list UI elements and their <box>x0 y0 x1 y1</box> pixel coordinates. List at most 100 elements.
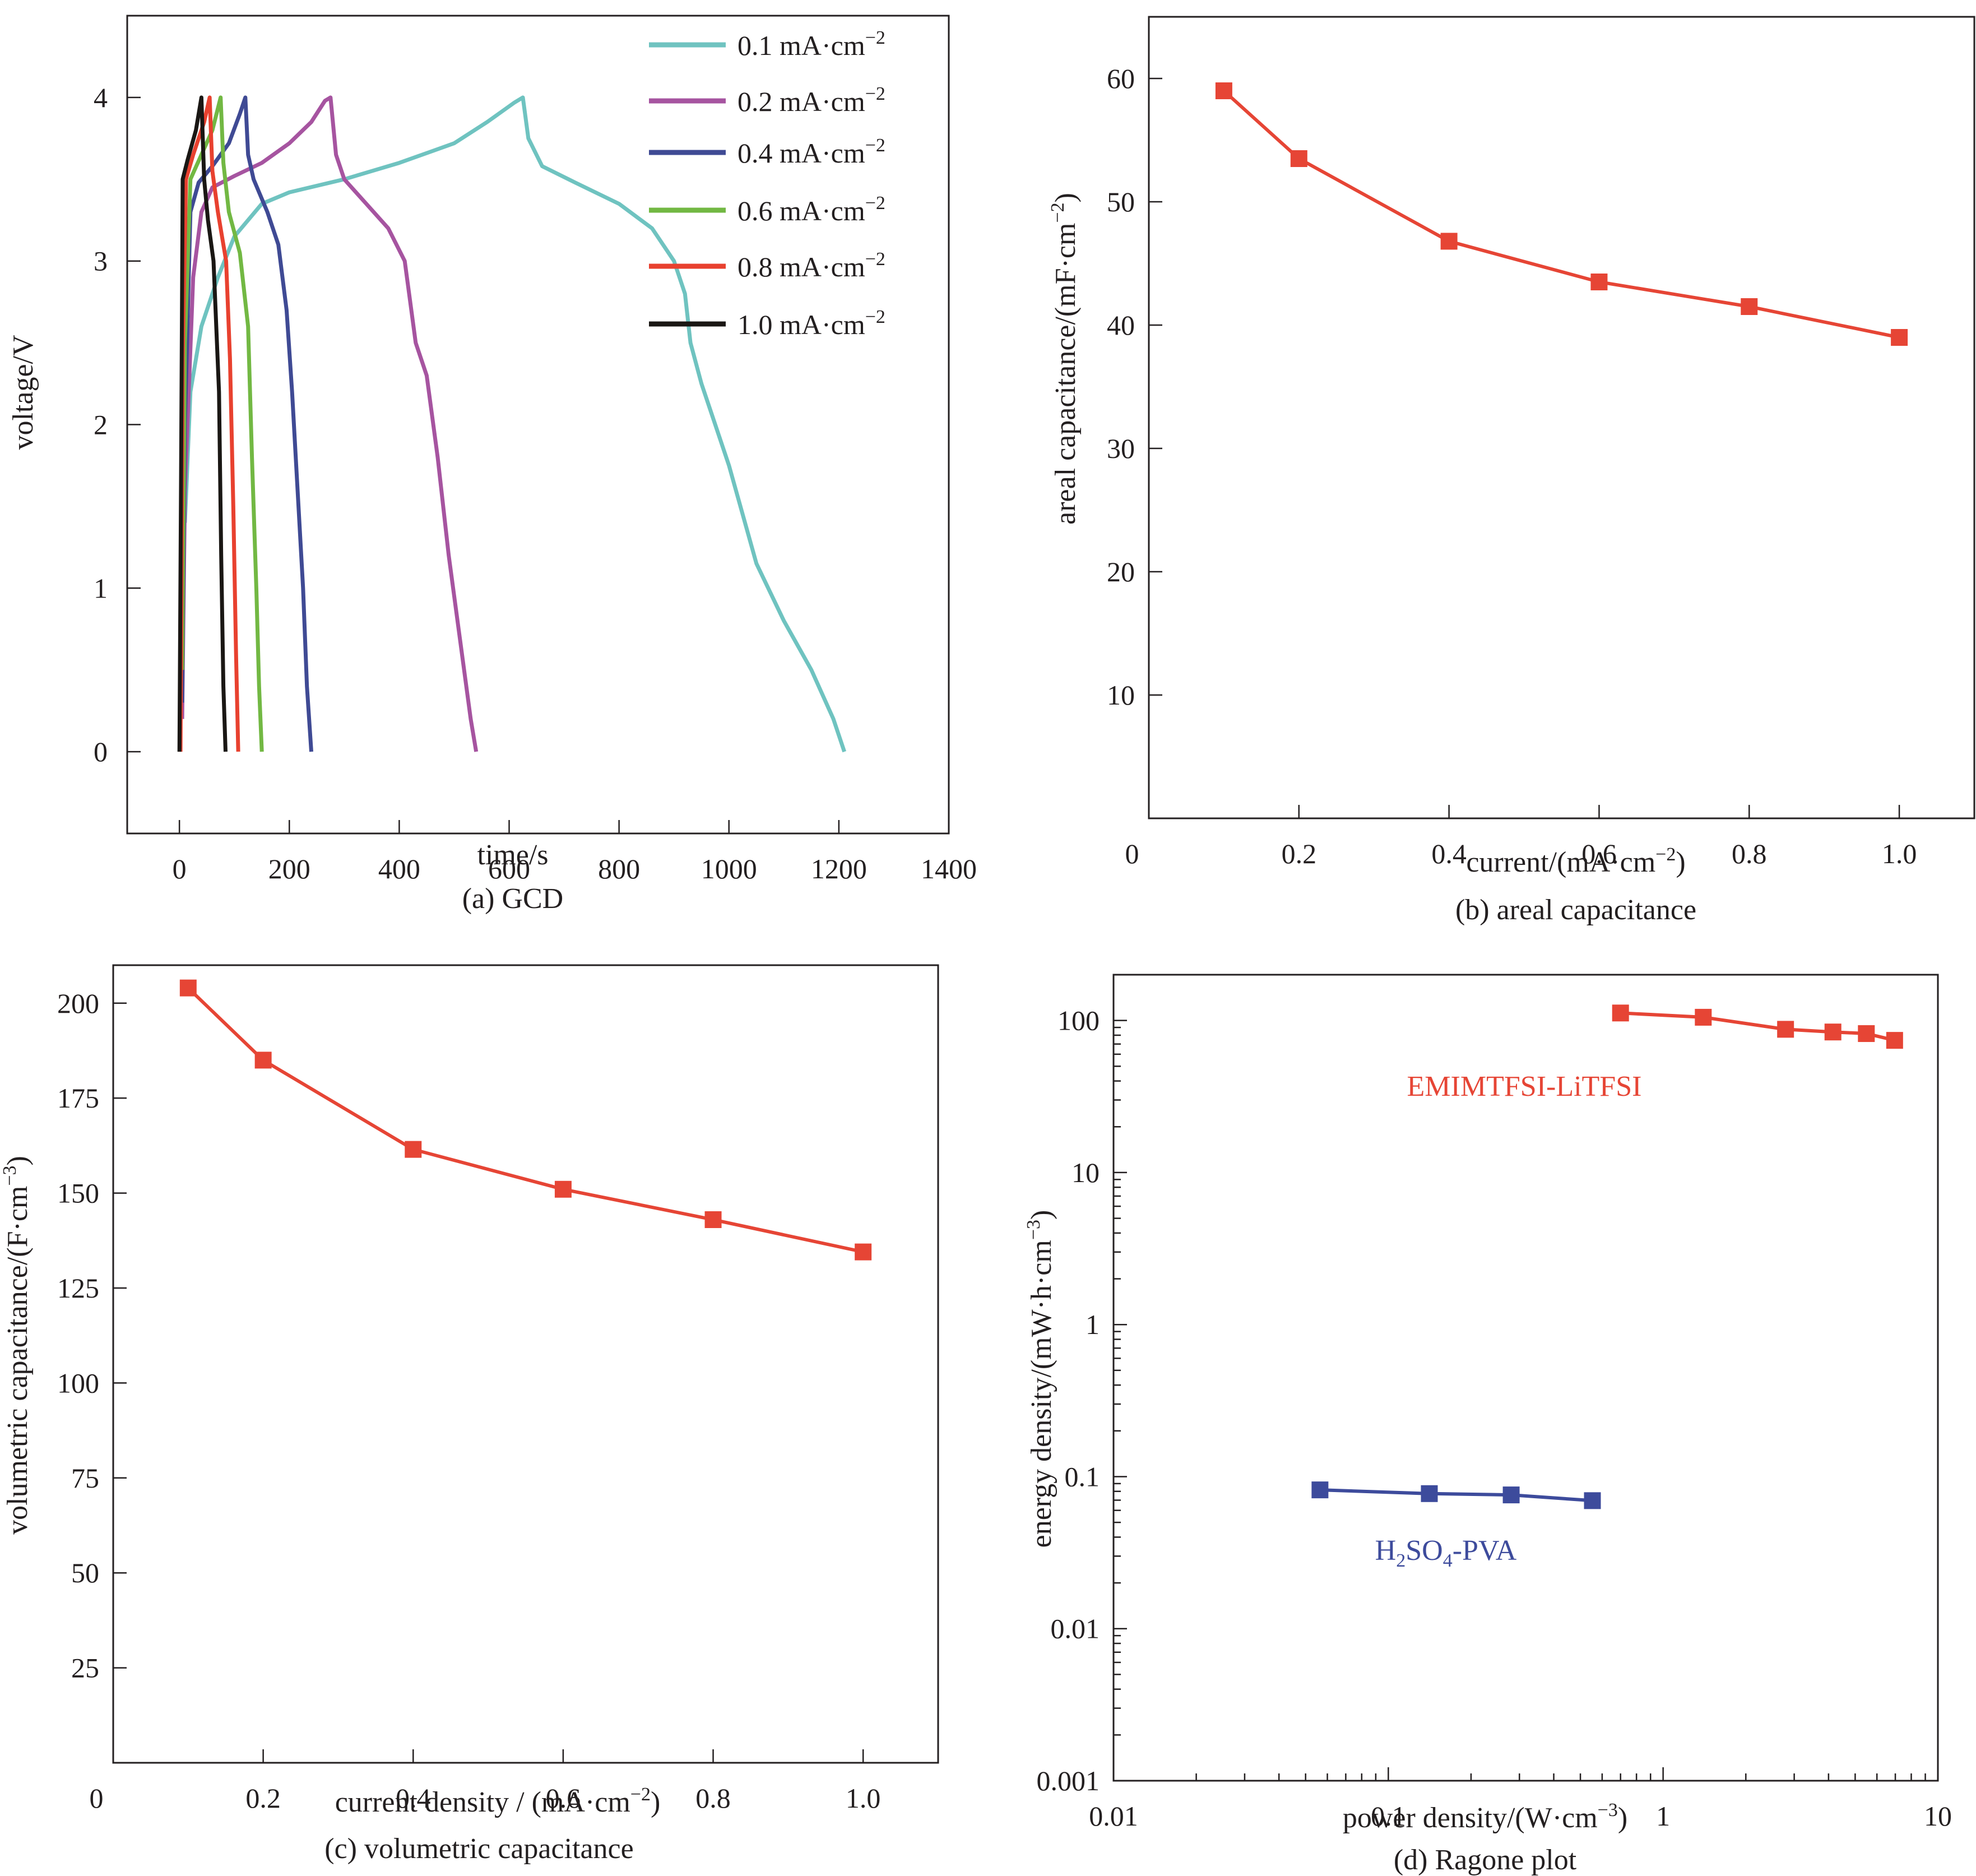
series-label-h2so4-pva: H2SO4-PVA <box>1375 1535 1517 1571</box>
panel-areal-capacitance: 0.2 0.4 0.6 0.8 1.0 0 10 20 30 40 50 60 current/(mA… <box>1047 16 1975 926</box>
panel-volumetric-capacitance: 0.2 0.4 0.6 0.8 1.0 0 25 50 75 100 125 150 175 200 cu… <box>0 964 939 1865</box>
caption: (c) volumetric capacitance <box>324 1833 633 1865</box>
series-line <box>1222 89 1900 339</box>
data-marker <box>1590 274 1608 290</box>
x-tick-label: 0.01 <box>1089 1800 1138 1832</box>
origin-label: 0 <box>90 1782 104 1814</box>
x-tick-label: 400 <box>378 853 420 884</box>
axis-ticks: 0 200 400 600 800 1000 1200 1400 0 1 2 3 4 <box>94 82 977 884</box>
y-axis-title: areal capacitance/(mF·cm−2) <box>1047 193 1082 525</box>
x-tick-label: 10 <box>1924 1800 1952 1832</box>
x-tick-label: 0.1 <box>1371 1800 1406 1832</box>
plot-frame <box>1148 16 1975 819</box>
data-marker <box>1695 1008 1712 1026</box>
y-axis-title: voltage/V <box>7 335 39 450</box>
caption: (a) GCD <box>462 883 564 915</box>
data-series <box>1311 1004 1903 1509</box>
y-tick-label: 30 <box>1107 433 1135 464</box>
x-tick-label: 1.0 <box>846 1782 881 1814</box>
data-marker <box>704 1211 722 1229</box>
data-marker <box>1886 1032 1903 1049</box>
y-tick-label: 3 <box>94 245 108 277</box>
x-tick-label: 0.6 <box>546 1782 581 1814</box>
x-tick-label: 0.2 <box>1282 838 1317 869</box>
legend-label: 0.1 mA·cm−2 <box>737 27 885 61</box>
data-marker <box>1777 1021 1794 1038</box>
axis-ticks: 0.2 0.4 0.6 0.8 1.0 0 25 50 75 100 125 150 175 200 <box>57 988 880 1814</box>
plot-frame <box>1112 974 1939 1782</box>
y-tick-label: 125 <box>57 1272 99 1304</box>
series-label-emimtfsi: EMIMTFSI-LiTFSI <box>1407 1071 1642 1103</box>
y-tick-label: 0.1 <box>1065 1461 1100 1492</box>
series-line-0 <box>1620 1011 1895 1043</box>
data-marker <box>1741 298 1758 315</box>
x-tick-label: 0 <box>173 853 187 884</box>
y-tick-label: 2 <box>94 409 108 441</box>
y-tick-label: 4 <box>94 82 108 113</box>
y-tick-label: 10 <box>1072 1157 1100 1188</box>
y-tick-label: 175 <box>57 1082 99 1114</box>
gcd-curve-1 <box>180 95 479 752</box>
x-tick-label: 800 <box>598 853 640 884</box>
y-tick-label: 25 <box>71 1652 99 1684</box>
data-marker <box>554 1180 572 1198</box>
y-tick-label: 100 <box>57 1367 99 1398</box>
plot-frame <box>112 964 939 1764</box>
gcd-curve-2 <box>180 95 313 752</box>
x-tick-label: 0.4 <box>1431 838 1467 869</box>
legend-label: 0.8 mA·cm−2 <box>737 249 885 282</box>
y-tick-label: 0 <box>94 736 108 767</box>
y-tick-label: 200 <box>57 988 99 1019</box>
x-tick-label: 1.0 <box>1882 838 1917 869</box>
data-series <box>1215 82 1908 346</box>
data-marker <box>1584 1492 1601 1509</box>
y-tick-label: 75 <box>71 1462 99 1494</box>
data-marker <box>1215 82 1232 99</box>
y-tick-label: 100 <box>1057 1005 1100 1036</box>
x-tick-label: 0.2 <box>245 1782 281 1814</box>
x-tick-label: 0.8 <box>695 1782 731 1814</box>
gcd-curve-0 <box>183 95 847 753</box>
data-marker <box>1311 1481 1329 1499</box>
x-axis-title: power density/(W·cm−3) <box>1343 1800 1627 1834</box>
y-tick-label: 1 <box>1086 1309 1100 1340</box>
legend-label: 0.6 mA·cm−2 <box>737 193 885 226</box>
gcd-curve-5 <box>177 95 228 752</box>
gcd-curves <box>177 95 847 753</box>
data-marker <box>1824 1023 1842 1041</box>
data-marker <box>1290 150 1307 167</box>
x-tick-label: 0.6 <box>1581 838 1617 869</box>
gcd-curve-4 <box>178 95 240 752</box>
data-marker <box>254 1052 272 1069</box>
x-tick-label: 200 <box>268 853 310 884</box>
y-axis-title: volumetric capacitance/(F·cm−3) <box>0 1156 34 1535</box>
y-tick-label: 50 <box>1107 186 1135 217</box>
caption: (d) Ragone plot <box>1394 1844 1577 1876</box>
data-series <box>179 979 872 1261</box>
y-tick-label: 0.001 <box>1037 1765 1100 1796</box>
axis-ticks: 0.01 0.1 1 10 0.001 0.01 0.1 1 10 100 <box>1037 974 1952 1832</box>
x-axis-title: time/s <box>477 839 548 871</box>
x-tick-label: 1400 <box>921 853 977 884</box>
x-tick-label: 1000 <box>701 853 757 884</box>
x-axis-title: current density / (mA·cm−2) <box>335 1784 661 1818</box>
legend-label: 0.4 mA·cm−2 <box>737 135 885 169</box>
y-axis-title: energy density/(mW·h·cm−3) <box>1023 1210 1057 1548</box>
series-line <box>187 986 864 1254</box>
data-marker <box>1440 233 1458 250</box>
data-marker <box>1421 1485 1438 1502</box>
y-tick-label: 10 <box>1107 679 1135 711</box>
x-axis-title: current/(mA·cm−2) <box>1466 844 1685 878</box>
legend-label: 1.0 mA·cm−2 <box>737 307 885 340</box>
x-tick-label: 1 <box>1656 1800 1670 1832</box>
y-tick-label: 150 <box>57 1178 99 1209</box>
data-marker <box>405 1141 422 1158</box>
legend: 0.1 mA·cm−2 0.2 mA·cm−2 0.4 mA·cm−2 0.6 mA·… <box>649 27 885 340</box>
x-tick-label: 600 <box>488 853 530 884</box>
origin-label: 0 <box>1125 838 1139 869</box>
legend-label: 0.2 mA·cm−2 <box>737 84 885 117</box>
y-tick-label: 50 <box>71 1557 99 1588</box>
x-tick-label: 1200 <box>811 853 867 884</box>
data-marker <box>179 979 197 997</box>
